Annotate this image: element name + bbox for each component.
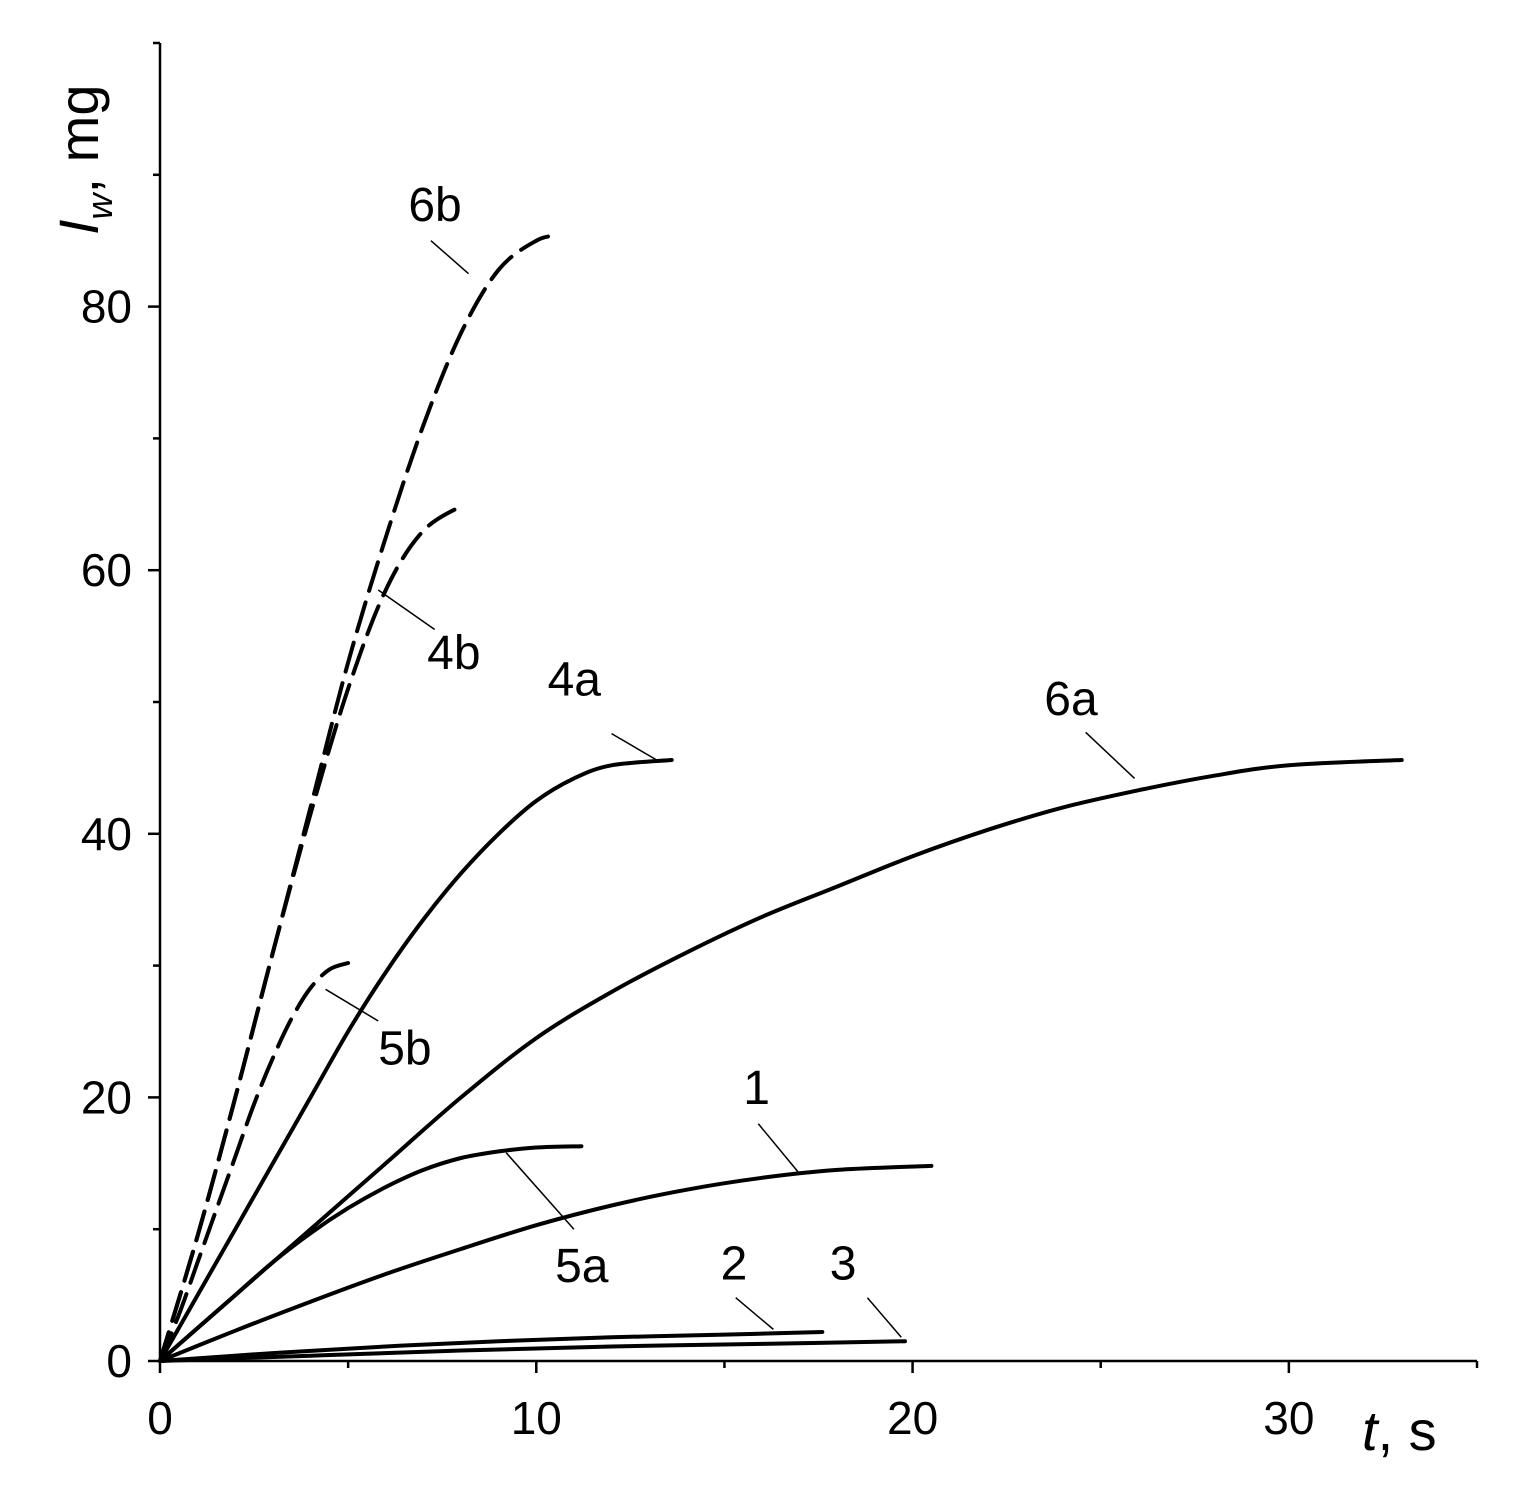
x-axis-unit: , s [1378, 1399, 1437, 1462]
y-tick-label: 60 [81, 544, 132, 596]
y-tick-label: 20 [81, 1071, 132, 1123]
x-tick-label: 10 [511, 1392, 562, 1444]
y-axis-subscript: w [79, 191, 120, 219]
series-line-6b [158, 233, 561, 1363]
series-line-5b [158, 961, 351, 1363]
series-label-4a: 4a [548, 653, 602, 706]
y-axis-title: Iw, mg [47, 85, 120, 235]
series-label-4b: 4b [427, 627, 480, 680]
leader-line-1 [757, 1123, 801, 1175]
axes: 0 10 20 30 0 20 40 60 80 [81, 41, 1479, 1444]
leader-line-2 [735, 1297, 774, 1330]
y-tick-label: 0 [106, 1335, 132, 1387]
series-line-2 [158, 1330, 825, 1363]
curves [158, 233, 1404, 1363]
series-label-5a: 5a [555, 1240, 609, 1293]
leader-line-6b [430, 240, 470, 275]
series-line-4a [158, 758, 674, 1363]
series-line-3 [158, 1339, 907, 1363]
curve-labels: 1 2 3 4a 4b 5a 5b 6a 6b [325, 179, 1136, 1338]
y-tick-label: 40 [81, 808, 132, 860]
series-label-3: 3 [830, 1237, 857, 1290]
series-line-1 [158, 1163, 934, 1363]
series-label-1: 1 [743, 1062, 770, 1115]
x-tick-label: 0 [147, 1392, 173, 1444]
y-axis-unit: , mg [47, 85, 110, 194]
y-tick-label: 80 [81, 281, 132, 333]
x-axis-symbol: t [1362, 1399, 1380, 1462]
leader-line-4b [377, 589, 436, 631]
series-label-6a: 6a [1044, 673, 1098, 726]
leader-line-5b [325, 988, 379, 1022]
series-label-5b: 5b [378, 1022, 431, 1075]
x-tick-label: 20 [887, 1392, 938, 1444]
series-line-6a [158, 758, 1404, 1363]
y-axis-symbol: I [47, 219, 110, 235]
x-tick-label: 30 [1263, 1392, 1314, 1444]
leader-line-5a [505, 1152, 575, 1230]
x-axis-title: t, s [1362, 1399, 1437, 1462]
series-label-2: 2 [721, 1237, 748, 1290]
leader-line-6a [1085, 731, 1136, 779]
series-label-6b: 6b [408, 179, 461, 232]
leader-line-3 [866, 1297, 902, 1338]
leader-line-4a [611, 732, 658, 761]
